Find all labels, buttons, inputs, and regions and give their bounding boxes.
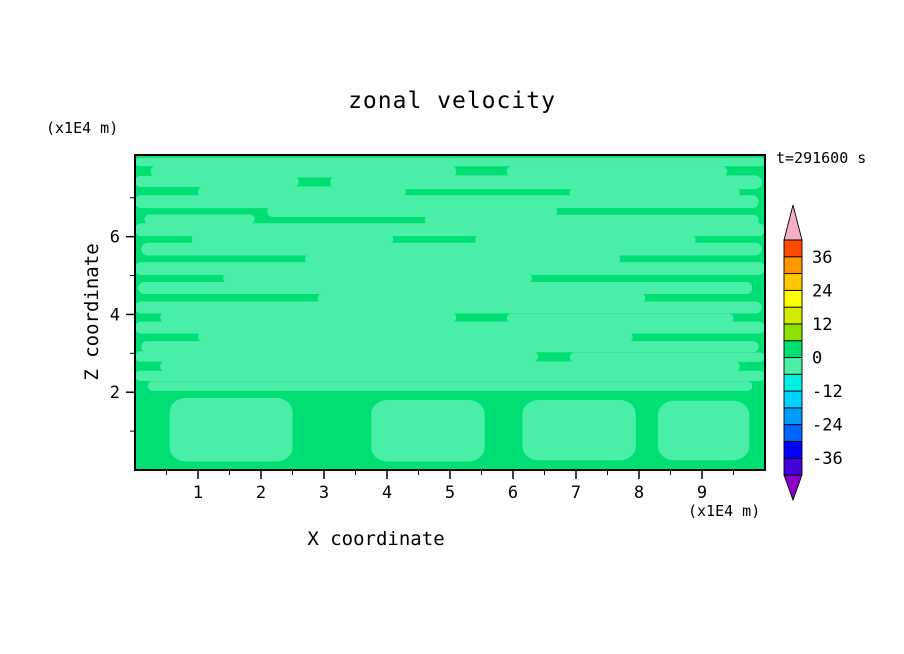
- colorbar-segment: [783, 323, 803, 342]
- contour-streak: [141, 242, 762, 256]
- contour-streak: [198, 331, 633, 343]
- contour-streak: [135, 157, 765, 167]
- contour-streak: [160, 361, 740, 372]
- x-tick-label: 3: [319, 483, 329, 503]
- colorbar-segment: [783, 457, 803, 476]
- x-tick-label: 5: [445, 483, 455, 503]
- x-tick-label: 8: [634, 483, 644, 503]
- colorbar-segment: [783, 373, 803, 392]
- z-axis-unit: (x1E4 m): [46, 119, 119, 137]
- contour-streak: [135, 262, 765, 275]
- z-tick-label: 2: [110, 383, 120, 403]
- colorbar-label: -36: [812, 449, 843, 469]
- colorbar-segment: [783, 424, 803, 442]
- contour-streak: [135, 195, 759, 209]
- contour-streak: [138, 282, 753, 294]
- colorbar-bottom-arrow: [783, 474, 803, 502]
- colorbar-label: 36: [812, 248, 832, 268]
- contour-streak: [424, 214, 759, 226]
- contour-streak: [305, 253, 621, 265]
- contour-streak: [267, 205, 558, 217]
- x-tick-label: 7: [571, 483, 581, 503]
- x-axis-unit: (x1E4 m): [688, 502, 761, 520]
- contour-streak: [135, 321, 765, 334]
- x-axis-label: X coordinate: [307, 528, 445, 550]
- colorbar-segment: [783, 357, 803, 375]
- colorbar-segment: [783, 440, 803, 459]
- colorbar-label: -24: [812, 416, 843, 436]
- contour-streak: [135, 351, 539, 362]
- contour-streak: [141, 341, 759, 353]
- contour-streak: [150, 165, 457, 178]
- timestamp-label: t=291600 s: [776, 149, 867, 167]
- contour-streak: [135, 175, 299, 188]
- plot-area: [135, 155, 765, 470]
- colorbar-segment: [783, 306, 803, 325]
- contour-streak: [475, 234, 696, 245]
- z-tick-label: 6: [110, 228, 120, 248]
- colorbar-label: 24: [812, 281, 832, 301]
- colorbar-segment: [783, 407, 803, 426]
- x-tick-label: 1: [193, 483, 203, 503]
- colorbar-segment: [783, 340, 803, 358]
- x-tick-label: 9: [697, 483, 707, 503]
- x-tick-label: 2: [256, 483, 266, 503]
- x-tick-label: 6: [508, 483, 518, 503]
- contour-streak: [135, 301, 762, 314]
- contour-streak: [191, 234, 394, 245]
- z-tick-label: 4: [110, 305, 120, 325]
- contour-streak: [198, 186, 406, 198]
- contour-streak: [135, 370, 765, 382]
- colorbar-segment: [783, 289, 803, 308]
- contour-streak: [506, 166, 728, 177]
- colorbar-label: 0: [812, 349, 822, 369]
- z-axis-label: Z coordinate: [81, 243, 103, 381]
- x-tick-label: 4: [382, 483, 392, 503]
- contour-streak: [330, 175, 762, 190]
- contour-streak: [147, 381, 753, 391]
- colorbar-segment: [783, 239, 803, 258]
- colorbar-segment: [783, 256, 803, 275]
- contour-streak: [317, 292, 646, 304]
- contour-streak: [135, 223, 765, 237]
- colorbar-top-arrow: [783, 204, 803, 241]
- contour-streak: [223, 273, 532, 284]
- contour-blob: [169, 398, 293, 462]
- contour-streak: [506, 313, 734, 324]
- colorbar-segment: [783, 390, 803, 409]
- colorbar-label: -12: [812, 382, 843, 402]
- contour-streak: [569, 352, 765, 362]
- colorbar-label: 12: [812, 315, 832, 335]
- contour-streak: [144, 214, 255, 224]
- contour-streak: [160, 312, 457, 323]
- plot-title: zonal velocity: [348, 88, 556, 114]
- colorbar-segment: [783, 273, 803, 291]
- contour-blob: [522, 400, 636, 461]
- contour-blob: [657, 400, 750, 461]
- contour-blob: [371, 400, 485, 462]
